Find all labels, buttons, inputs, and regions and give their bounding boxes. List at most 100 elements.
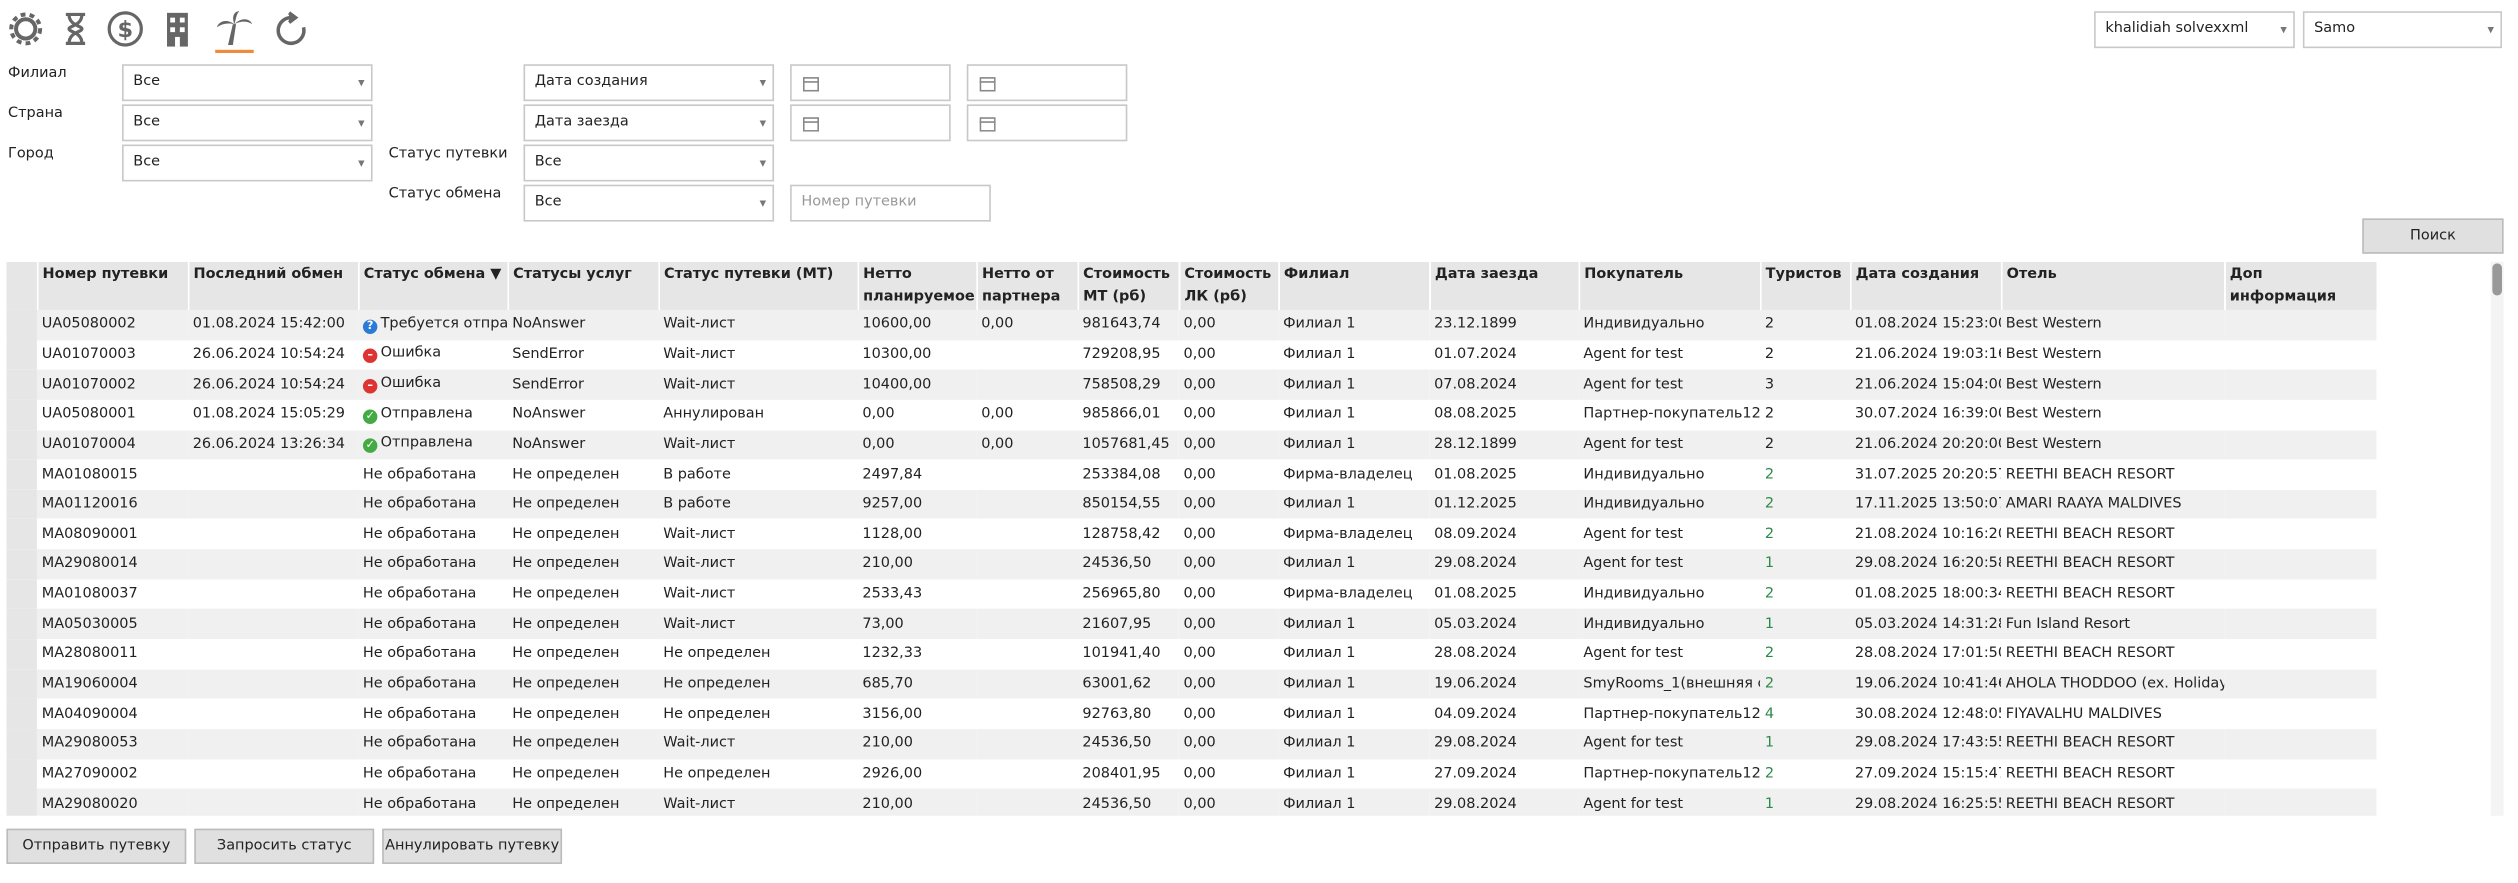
table-row[interactable]: UA05080001 01.08.2024 15:05:29 ✓ Отправлена… (6, 399, 2376, 430)
table-cell: Не обработана (358, 788, 508, 816)
table-row[interactable]: UA05080002 01.08.2024 15:42:00? Требуется … (6, 309, 2377, 340)
table-row[interactable]: MA08090001 Не обработана Не определен Wait-… (6, 519, 2376, 550)
table-row[interactable]: MA01120016 Не обработана Не определен В раб… (6, 489, 2377, 520)
action-button[interactable]: Запросить статус (194, 828, 375, 864)
column-header[interactable]: Статус обмена ▼ (358, 261, 509, 310)
table-row[interactable]: MA19060004 Не обработана Не определен Не оп… (6, 669, 2377, 700)
table-cell: 01.12.2025 (1429, 489, 1579, 520)
table-cell: Wait-лист (663, 526, 736, 543)
column-header[interactable]: Дата создания (1849, 261, 2002, 310)
table-cell: Филиал 1 (1278, 609, 1430, 640)
table-cell: MA29080020 (36, 788, 188, 816)
table-cell: 2 (1760, 429, 1850, 460)
finance-icon[interactable]: $ (107, 11, 143, 47)
tourism-icon[interactable] (215, 11, 254, 53)
date-from[interactable] (790, 104, 951, 142)
table-cell: UA01070004 (36, 429, 188, 460)
table-cell (976, 729, 1078, 759)
table-cell: 2 (1764, 646, 1775, 663)
system-select[interactable]: Samo (2302, 11, 2502, 49)
table-cell: 758508,29 (1077, 369, 1179, 400)
table-cell (187, 609, 359, 640)
scrollbar[interactable] (2490, 261, 2504, 816)
filter-select[interactable]: Все (122, 144, 373, 182)
table-row[interactable]: MA05030005 Не обработана Не определен Wait-… (6, 609, 2377, 640)
table-cell: Партнер-покупатель122 (1583, 765, 1761, 782)
column-header[interactable]: Статус путевки (МТ) (658, 261, 859, 310)
company-icon[interactable] (167, 12, 188, 47)
column-header[interactable]: Доп информация (2224, 261, 2377, 310)
table-cell (188, 639, 358, 669)
table-cell: FIYAVALHU MALDIVES (2005, 706, 2162, 723)
filter-select[interactable]: Все (523, 184, 775, 222)
table-cell: Партнер-покупатель122 (1583, 406, 1761, 423)
table-cell: Филиал 1 (1278, 489, 1430, 520)
table-cell: Не обработана (362, 466, 477, 483)
table-row[interactable]: MA29080014 Не обработана Не определен Wait-… (6, 549, 2377, 580)
table-row[interactable]: MA29080053 Не обработана Не определен Wait-… (6, 729, 2377, 759)
table-row[interactable]: MA28080011 Не обработана Не определен Не оп… (6, 639, 2376, 670)
table-cell: 05.03.2024 (1429, 609, 1579, 640)
table-cell: 10400,00 (857, 369, 977, 400)
table-cell: 0,00 (1183, 346, 1216, 363)
date-from[interactable] (790, 64, 951, 102)
date-type-select[interactable]: Дата создания (523, 64, 775, 102)
user-select[interactable]: khalidiah solvexxml (2094, 11, 2295, 49)
table-row[interactable]: MA04090004 Не обработана Не определен Не оп… (6, 699, 2376, 730)
table-cell: 29.08.2024 (1429, 729, 1579, 759)
action-button[interactable]: Отправить путевку (6, 828, 187, 864)
filter-select[interactable]: Все (122, 64, 373, 102)
column-header[interactable]: Туристов (1760, 261, 1851, 310)
table-cell: MA28080011 (41, 646, 138, 663)
table-cell: 0,00 (1183, 646, 1216, 663)
table-row[interactable]: MA29080020 Не обработана Не определен Wait-… (6, 788, 2377, 816)
table-row[interactable]: MA27090002 Не обработана Не определен Не оп… (6, 758, 2376, 789)
table-cell: 208401,95 (1082, 765, 1161, 782)
table-cell: 24536,50 (1077, 788, 1179, 816)
table-cell: 2926,00 (862, 765, 923, 782)
table-row[interactable]: UA01070002 26.06.2024 10:54:24– Ошибка Send… (6, 369, 2377, 400)
column-header[interactable]: Стоимость ЛК (рб) (1178, 261, 1280, 310)
filter-select[interactable]: Все (523, 144, 775, 182)
refresh-icon[interactable] (276, 11, 306, 46)
table-cell: MA04090004 (41, 706, 138, 723)
date-to[interactable] (966, 64, 1128, 102)
history-icon[interactable] (65, 12, 86, 45)
column-header[interactable]: Стоимость МТ (рб) (1077, 261, 1180, 310)
table-row[interactable]: MA01080015 Не обработана Не определен В раб… (6, 459, 2376, 490)
table-cell: Agent for test (1578, 549, 1761, 580)
column-header[interactable]: Дата заезда (1429, 261, 1580, 310)
column-header[interactable]: Нетто планируемое (857, 261, 978, 310)
column-header[interactable]: Отель (2000, 261, 2225, 310)
table-cell: Не определен (512, 526, 620, 543)
table-cell (976, 699, 1077, 729)
table-cell: 128758,42 (1082, 526, 1161, 543)
column-header[interactable]: Статусы услуг (507, 261, 660, 310)
search-button[interactable]: Поиск (2362, 218, 2504, 254)
toolbar-icons: $ (9, 11, 306, 53)
settings-icon[interactable] (9, 12, 43, 46)
status-icon: – (362, 349, 378, 364)
table-row[interactable]: MA01080037 Не обработана Не определен Wait-… (6, 579, 2376, 610)
column-header[interactable]: Номер путевки (36, 261, 189, 310)
table-cell: Не определен (663, 706, 771, 723)
action-button[interactable]: Аннулировать путевку (382, 828, 563, 864)
table-cell: 0,00 (1183, 586, 1216, 603)
filter-select[interactable]: Все (122, 104, 373, 142)
column-header[interactable]: Покупатель (1578, 261, 1761, 310)
column-header[interactable]: Последний обмен (187, 261, 359, 310)
date-to[interactable] (966, 104, 1128, 142)
table-cell: ?Требуется отправк (358, 309, 508, 340)
scrollbar-thumb[interactable] (2492, 263, 2502, 296)
table-row[interactable]: UA01070003 26.06.2024 10:54:24 – Ошибка Send… (6, 339, 2376, 370)
table-cell: Agent for test (1578, 369, 1761, 400)
table-cell: 2 (1760, 309, 1850, 340)
date-type-select[interactable]: Дата заезда (523, 104, 775, 142)
column-header[interactable]: Нетто от партнера (976, 261, 1079, 310)
table-cell: MA01080037 (41, 586, 138, 603)
column-header[interactable]: Филиал (1278, 261, 1431, 310)
table-row[interactable]: UA01070004 26.06.2024 13:26:34 ✓ Отправлена… (6, 429, 2377, 460)
trip-number-input[interactable]: Номер путевки (790, 184, 991, 222)
table-cell: 0,00 (857, 429, 977, 460)
table-cell: Не определен (663, 646, 771, 663)
